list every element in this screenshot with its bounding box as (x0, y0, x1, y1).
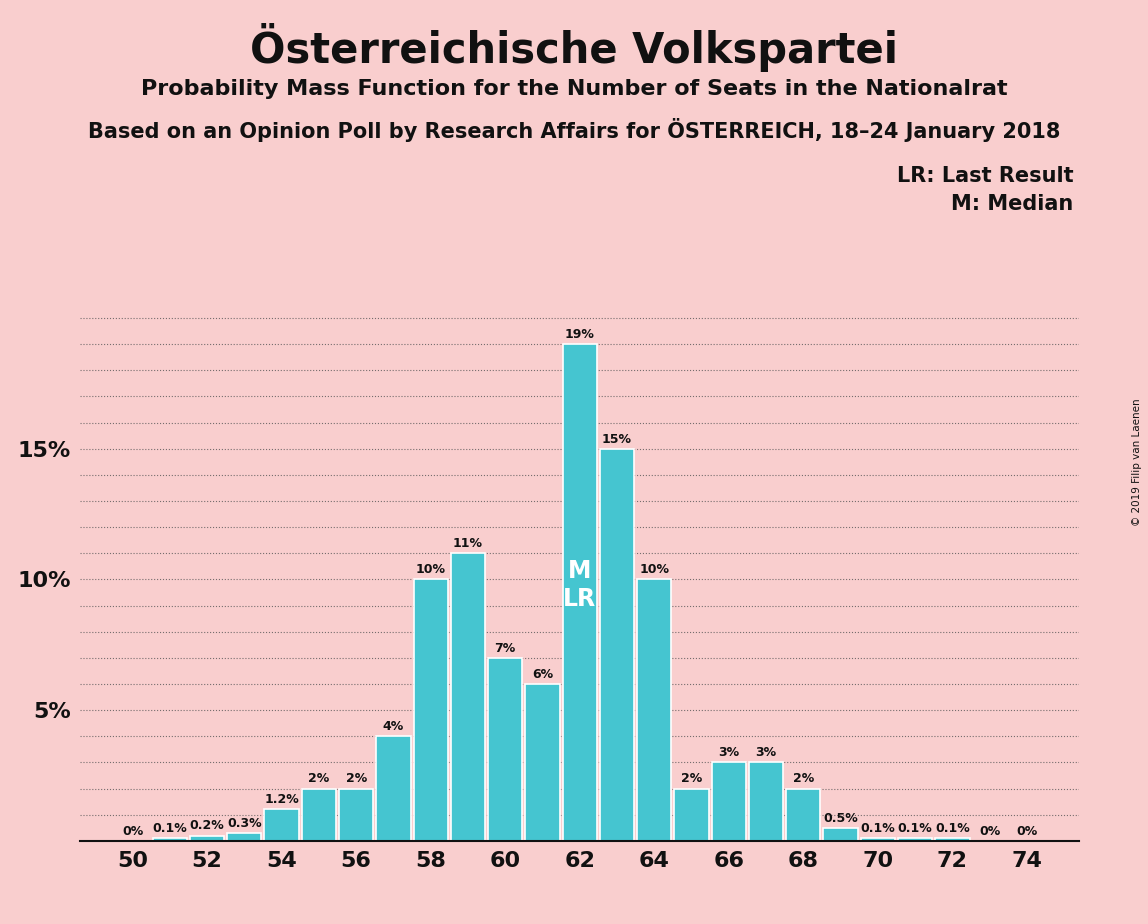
Text: Österreichische Volkspartei: Österreichische Volkspartei (250, 23, 898, 72)
Text: 2%: 2% (681, 772, 703, 785)
Bar (637, 579, 672, 841)
Text: 2%: 2% (793, 772, 814, 785)
Bar (413, 579, 448, 841)
Text: Probability Mass Function for the Number of Seats in the Nationalrat: Probability Mass Function for the Number… (141, 79, 1007, 99)
Bar (302, 788, 336, 841)
Bar (488, 658, 522, 841)
Text: 0.1%: 0.1% (934, 822, 970, 835)
Bar (227, 833, 262, 841)
Text: 10%: 10% (416, 564, 445, 577)
Text: 3%: 3% (755, 747, 777, 760)
Text: 0%: 0% (122, 825, 144, 838)
Text: 0%: 0% (979, 825, 1000, 838)
Text: Based on an Opinion Poll by Research Affairs for ÖSTERREICH, 18–24 January 2018: Based on an Opinion Poll by Research Aff… (87, 118, 1061, 142)
Text: 2%: 2% (346, 772, 366, 785)
Text: 0%: 0% (1016, 825, 1038, 838)
Text: 0.2%: 0.2% (189, 820, 225, 833)
Bar (563, 344, 597, 841)
Text: 2%: 2% (309, 772, 329, 785)
Bar (898, 838, 932, 841)
Bar (823, 828, 858, 841)
Text: LR: Last Result: LR: Last Result (897, 166, 1073, 187)
Bar (264, 809, 298, 841)
Text: 3%: 3% (719, 747, 739, 760)
Text: M: Median: M: Median (952, 194, 1073, 214)
Bar (936, 838, 970, 841)
Bar (600, 449, 634, 841)
Text: 0.5%: 0.5% (823, 811, 858, 824)
Bar (377, 736, 411, 841)
Text: 19%: 19% (565, 328, 595, 341)
Bar (712, 762, 746, 841)
Bar (748, 762, 783, 841)
Bar (153, 838, 187, 841)
Text: 6%: 6% (532, 668, 553, 681)
Text: © 2019 Filip van Laenen: © 2019 Filip van Laenen (1132, 398, 1142, 526)
Bar (189, 835, 224, 841)
Text: 10%: 10% (639, 564, 669, 577)
Text: 7%: 7% (495, 641, 515, 655)
Text: 0.1%: 0.1% (861, 822, 895, 835)
Text: 0.3%: 0.3% (227, 817, 262, 830)
Bar (786, 788, 821, 841)
Bar (526, 684, 559, 841)
Text: 1.2%: 1.2% (264, 794, 298, 807)
Text: 0.1%: 0.1% (898, 822, 932, 835)
Bar (674, 788, 708, 841)
Text: 4%: 4% (382, 720, 404, 733)
Bar (451, 553, 486, 841)
Text: 15%: 15% (602, 432, 633, 445)
Bar (339, 788, 373, 841)
Text: 0.1%: 0.1% (153, 822, 187, 835)
Text: M
LR: M LR (564, 559, 596, 611)
Text: 11%: 11% (453, 537, 483, 550)
Bar (861, 838, 895, 841)
